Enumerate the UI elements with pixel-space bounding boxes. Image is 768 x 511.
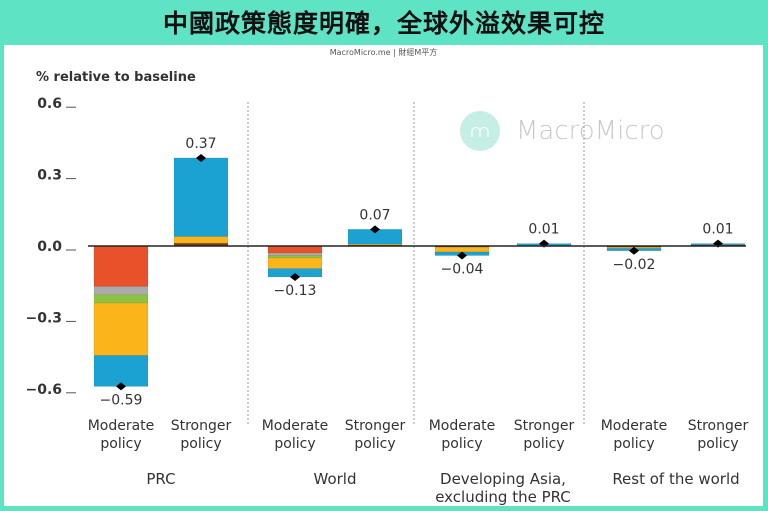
x-tick-label: Stronger xyxy=(345,418,406,434)
data-label: −0.13 xyxy=(274,283,317,299)
total-marker xyxy=(116,382,126,391)
bar-segment-red xyxy=(267,245,323,254)
group-label: Developing Asia, xyxy=(440,470,566,488)
y-axis-label: % relative to baseline xyxy=(36,70,196,85)
total-marker xyxy=(629,246,639,255)
x-tick-label: policy xyxy=(697,436,738,452)
y-tick-label: 0.3 xyxy=(37,168,62,184)
y-tick-label: −0.6 xyxy=(25,382,62,398)
x-tick-label: policy xyxy=(523,436,564,452)
y-tick-label: 0.0 xyxy=(37,239,62,255)
watermark: ⩋ MacroMicro xyxy=(460,111,665,151)
x-tick-label: Stronger xyxy=(688,418,749,434)
x-tick-label: Moderate xyxy=(601,418,668,434)
page-title: 中國政策態度明確，全球外溢效果可控 xyxy=(162,9,605,38)
chart-panel: MacroMicro.me | 財經M平方 % relative to base… xyxy=(4,45,763,506)
bar-segment-yellow xyxy=(267,257,323,269)
x-tick-label: policy xyxy=(613,436,654,452)
x-tick-label: Moderate xyxy=(262,418,329,434)
total-marker xyxy=(196,153,206,162)
y-tick-label: 0.6 xyxy=(37,96,62,112)
x-tick-label: Moderate xyxy=(429,418,496,434)
bar-segment-yellow xyxy=(173,236,229,244)
group-label: excluding the PRC xyxy=(435,488,571,506)
bar-segment-gray xyxy=(267,252,323,256)
x-tick-label: Stronger xyxy=(514,418,575,434)
bar-segment-yellow xyxy=(434,246,490,253)
x-tick-label: policy xyxy=(180,436,221,452)
x-tick-label: Stronger xyxy=(171,418,232,434)
group-label: Rest of the world xyxy=(612,470,739,488)
bar-segment-green xyxy=(267,255,323,259)
bar-segment-blue xyxy=(93,355,149,387)
bar-segment-blue xyxy=(173,157,229,237)
x-tick-label: policy xyxy=(354,436,395,452)
x-tick-label: policy xyxy=(274,436,315,452)
data-label: −0.02 xyxy=(613,257,656,273)
bar-chart: 0.6 0.3 0.0 −0.3 −0.6 −0.59 Moderate policy 0.37… xyxy=(25,96,749,506)
y-tick-label: −0.3 xyxy=(25,310,62,326)
group-label: PRC xyxy=(146,470,175,488)
watermark-text: MacroMicro xyxy=(516,116,665,146)
group-label: World xyxy=(314,470,357,488)
source-label: MacroMicro.me | 財經M平方 xyxy=(329,48,438,57)
bar-segment-red xyxy=(93,245,149,287)
x-tick-label: policy xyxy=(100,436,141,452)
data-label: 0.01 xyxy=(528,222,559,238)
bar-segment-gray xyxy=(93,286,149,296)
x-tick-label: Moderate xyxy=(88,418,155,434)
data-label: 0.37 xyxy=(185,136,216,152)
title-bar: 中國政策態度明確，全球外溢效果可控 xyxy=(0,0,768,44)
x-tick-label: policy xyxy=(441,436,482,452)
data-label: −0.59 xyxy=(100,392,143,408)
total-marker xyxy=(457,251,467,260)
chart-line-icon: ⩋ xyxy=(460,111,500,151)
bar-segment-yellow xyxy=(93,302,149,356)
data-label: 0.07 xyxy=(359,207,390,223)
data-label: −0.04 xyxy=(441,262,484,278)
total-marker xyxy=(290,272,300,281)
data-label: 0.01 xyxy=(702,222,733,238)
bar-segment-green xyxy=(93,294,149,304)
total-marker xyxy=(370,225,380,234)
